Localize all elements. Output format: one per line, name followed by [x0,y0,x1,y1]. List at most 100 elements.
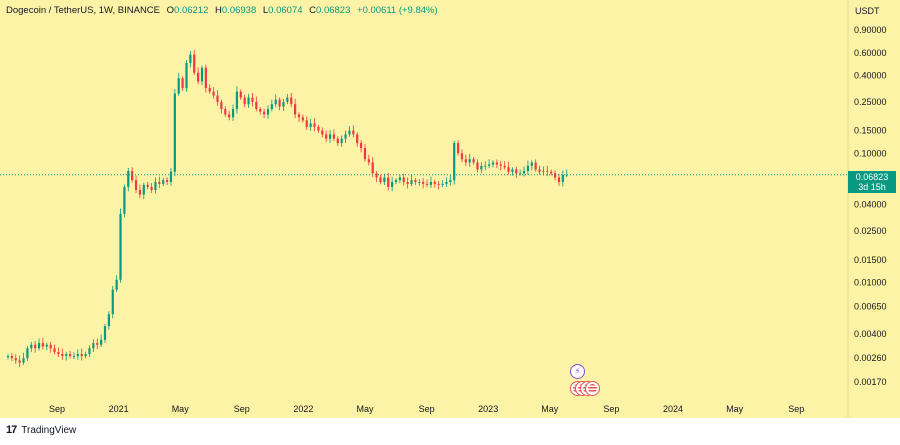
symbol-title[interactable]: Dogecoin / TetherUS, 1W, BINANCE [6,5,160,16]
time-tick-label: 2022 [293,404,313,414]
candle-body [414,180,417,182]
candle-body [204,67,207,89]
candle-body [26,348,29,359]
candle-body [123,186,126,214]
candle-body [484,165,487,167]
candle-body [476,162,479,170]
candle-body [22,358,25,363]
candle-body [352,130,355,135]
us-flag-event-icon[interactable] [585,381,600,396]
candle-body [61,353,64,357]
candle-body [228,114,231,118]
candle-body [68,353,72,357]
candle-body [422,181,425,184]
candle-body [107,314,110,327]
candle-body [165,180,169,182]
candle-body [146,184,149,187]
candle-body [363,147,367,160]
candle-body [356,134,359,144]
time-tick-label: 2023 [478,404,498,414]
candle-body [150,186,153,191]
candle-body [425,183,429,185]
candle-body [429,181,433,185]
candle-body [6,356,10,358]
candle-body [480,165,483,170]
candle-body [488,164,491,166]
candle-body [115,279,118,290]
candle-body [10,356,13,359]
candle-body [134,180,138,191]
candle-body [359,143,363,148]
candle-body [251,97,254,102]
tradingview-brand[interactable]: TradingView [21,424,77,436]
candle-body [511,169,514,172]
candle-body [72,356,76,357]
candle-body [472,159,475,163]
candle-body [453,143,456,181]
candle-body [282,101,285,107]
candle-body [262,111,266,115]
time-tick-label: 2024 [663,404,683,414]
candle-body [53,348,56,353]
candle-body [193,54,196,73]
price-tick-label: 0.40000 [854,71,887,81]
candle-body [441,183,444,185]
candle-body [80,353,83,357]
candles-group [6,50,568,368]
candle-body [119,213,122,280]
candle-body [383,177,386,182]
price-tick-label: 0.90000 [854,25,887,35]
price-axis[interactable]: 0.90000 0.60000 0.40000 0.25000 0.15000 0.100… [854,25,887,387]
flash-event-icon[interactable]: ⚡ [570,364,585,379]
candle-body [208,88,211,92]
candle-body [45,344,48,347]
candle-body [313,123,316,127]
candle-body [297,114,301,118]
candle-body [325,134,328,139]
candle-body [96,343,99,345]
price-tick-label: 0.10000 [854,148,887,158]
time-axis[interactable]: Sep 2021 May Sep 2022 May Sep 2023 May Sep 2024 May… [49,404,804,414]
candle-body [344,134,347,139]
candle-body [84,353,87,357]
candle-body [65,353,68,357]
candle-body [402,177,405,182]
candle-body [255,101,258,110]
time-tick-label: Sep [419,404,435,414]
candle-body [88,348,91,354]
candle-body [173,93,176,172]
currency-label[interactable]: USDT [855,6,880,16]
candle-body [41,343,45,347]
price-tick-label: 0.04000 [854,200,887,210]
candle-body [468,159,471,163]
low-value: 0.06074 [268,5,303,16]
tradingview-logo-icon[interactable]: 17 [6,424,17,436]
symbol-legend: Dogecoin / TetherUS, 1W, BINANCE O0.0621… [6,5,438,16]
price-tick-label: 0.02500 [854,226,887,236]
candle-body [294,104,297,115]
candle-body [460,153,464,160]
candle-body [76,353,79,357]
candle-body [131,170,134,181]
candle-body [340,138,343,144]
candle-body [332,134,336,139]
candle-body [456,143,460,154]
time-tick-label: May [541,404,559,414]
low-label: L [262,5,269,16]
price-tick-label: 0.60000 [854,48,887,58]
time-tick-label: Sep [603,404,619,414]
price-tick-label: 0.01000 [854,278,887,288]
candle-body [557,177,561,182]
candlestick-chart[interactable]: 0.90000 0.60000 0.40000 0.25000 0.15000 0.100… [0,0,900,418]
candle-body [220,101,223,110]
candle-body [181,78,184,89]
candle-body [127,170,130,187]
candle-body [286,97,289,102]
candle-body [154,181,157,191]
chart-area[interactable]: 0.90000 0.60000 0.40000 0.25000 0.15000 0.100… [0,0,900,418]
change-value: +0.00611 (+9.84%) [357,5,438,16]
candle-body [449,180,452,182]
candle-body [499,164,502,166]
candle-body [247,97,250,105]
candle-body [231,109,235,118]
